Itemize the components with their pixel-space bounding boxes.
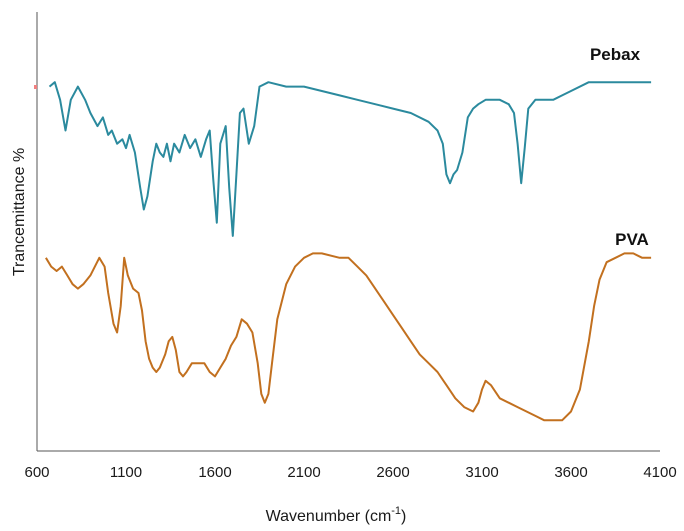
series-line-pva	[45, 252, 652, 422]
x-tick-label-1600: 1600	[198, 464, 231, 481]
x-axis-title-main: Wavenumber (cm	[266, 508, 392, 525]
y-axis-title: Trancemittance %	[11, 148, 28, 276]
x-tick-labels: 600 1100 1600 2100 2600 3100 3600 4100	[24, 464, 676, 481]
series-label-pva: PVA	[615, 230, 649, 249]
x-axis-title-suffix: )	[401, 508, 406, 525]
x-tick-label-2100: 2100	[287, 464, 320, 481]
x-tick-label-3100: 3100	[465, 464, 498, 481]
x-tick-label-2600: 2600	[376, 464, 409, 481]
x-tick-label-1100: 1100	[110, 464, 142, 481]
series-label-pebax: Pebax	[590, 45, 641, 64]
x-axis-title-superscript: -1	[391, 505, 401, 517]
plot-frame	[34, 12, 660, 452]
series-group	[45, 81, 652, 422]
x-tick-label-4100: 4100	[643, 464, 676, 481]
x-axis-title: Wavenumber (cm-1)	[266, 505, 407, 525]
x-tick-label-600: 600	[24, 464, 49, 481]
y-axis-marker	[34, 85, 37, 89]
x-tick-label-3600: 3600	[554, 464, 587, 481]
series-line-pebax	[48, 81, 652, 237]
